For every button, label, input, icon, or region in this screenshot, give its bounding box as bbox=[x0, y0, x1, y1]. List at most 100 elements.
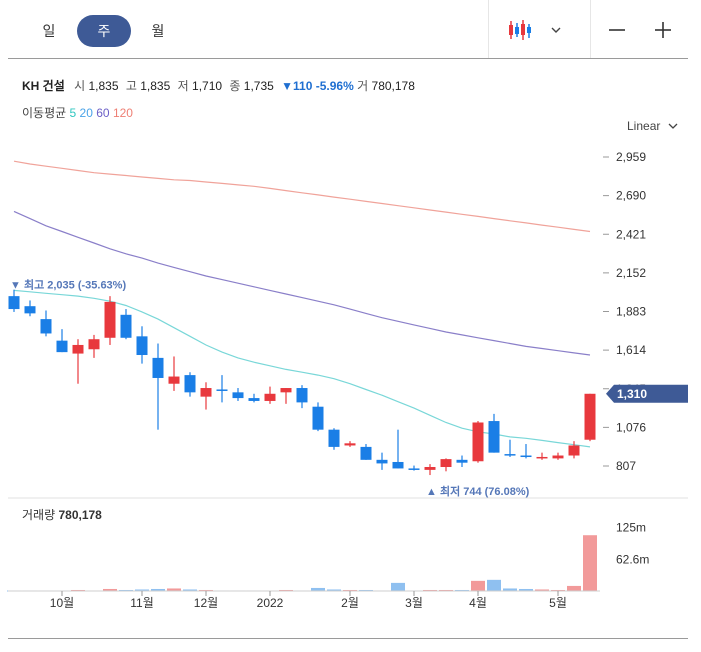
candle-body bbox=[312, 406, 324, 430]
high-label: 고 bbox=[125, 79, 137, 93]
volume-bar bbox=[135, 589, 149, 591]
chart-type-dropdown[interactable] bbox=[546, 14, 566, 46]
candle bbox=[408, 465, 420, 471]
current-price-tag bbox=[606, 384, 688, 403]
candle bbox=[536, 452, 548, 460]
ma-120-label: 120 bbox=[112, 106, 133, 120]
candle bbox=[264, 386, 276, 404]
y-tick-label: 2,690 bbox=[616, 189, 646, 203]
candle-body bbox=[8, 296, 20, 310]
change-value: 110 bbox=[293, 79, 313, 93]
volume-bar bbox=[423, 589, 437, 591]
volume-bar bbox=[407, 590, 421, 592]
candle-body bbox=[408, 468, 420, 470]
volume-bar bbox=[583, 535, 597, 591]
candle-body bbox=[216, 389, 228, 391]
volume-bar bbox=[295, 590, 309, 592]
ma-20-label: 20 bbox=[79, 106, 93, 120]
candle bbox=[376, 452, 388, 470]
candle-body bbox=[40, 319, 52, 334]
y-tick-label: 2,421 bbox=[616, 227, 646, 241]
candle-body bbox=[344, 443, 356, 446]
volume-label: 거 bbox=[357, 79, 369, 93]
candle-body bbox=[184, 375, 196, 393]
y-tick-label: 1,076 bbox=[616, 420, 646, 434]
current-price-label: 1,310 bbox=[617, 387, 647, 401]
volume-value: 780,178 bbox=[371, 79, 415, 93]
scale-selector[interactable]: Linear bbox=[627, 119, 678, 133]
candle bbox=[456, 455, 468, 468]
ma-60-line bbox=[13, 210, 591, 356]
candle bbox=[504, 439, 516, 457]
candle bbox=[328, 428, 340, 450]
zoom-out-button[interactable] bbox=[602, 14, 632, 46]
candle-body bbox=[456, 459, 468, 463]
volume-tick-label: 125m bbox=[616, 521, 646, 535]
candle bbox=[8, 289, 20, 312]
x-tick-label: 11월 bbox=[130, 596, 154, 610]
candle-body bbox=[152, 357, 164, 378]
volume-bar bbox=[183, 589, 197, 591]
candle bbox=[136, 326, 148, 364]
chart-type-button[interactable] bbox=[500, 14, 540, 46]
candle-body bbox=[552, 455, 564, 459]
candle-body bbox=[376, 459, 388, 464]
y-tick-label: 807 bbox=[616, 459, 636, 473]
volume-bar bbox=[439, 589, 453, 591]
toolbar: 일 주 월 bbox=[8, 0, 688, 59]
candle bbox=[88, 334, 100, 358]
tab-monthly[interactable]: 월 bbox=[151, 23, 165, 39]
candlestick-icon bbox=[509, 19, 531, 40]
volume-bar bbox=[167, 588, 181, 591]
volume-tick-label: 62.6m bbox=[616, 552, 649, 566]
change-percent: -5.96% bbox=[315, 79, 354, 93]
candle-body bbox=[136, 336, 148, 356]
chevron-down-icon bbox=[668, 123, 678, 129]
candle bbox=[120, 309, 132, 340]
volume-current: 780,178 bbox=[58, 508, 102, 522]
candle-body bbox=[328, 429, 340, 447]
candle-body bbox=[360, 446, 372, 460]
close-value: 1,735 bbox=[243, 79, 274, 93]
x-tick-label: 12월 bbox=[194, 596, 218, 610]
stock-name: KH 건설 bbox=[22, 79, 65, 93]
candle-body bbox=[24, 306, 36, 314]
low-value: 1,710 bbox=[192, 79, 223, 93]
candle-body bbox=[520, 455, 532, 458]
open-label: 시 bbox=[74, 79, 86, 93]
toolbar-divider bbox=[488, 0, 489, 58]
volume-bar bbox=[359, 589, 373, 591]
volume-bar bbox=[7, 590, 21, 592]
scale-label: Linear bbox=[627, 119, 661, 133]
ma-60-label: 60 bbox=[96, 106, 110, 120]
candle bbox=[280, 388, 292, 404]
candle-body bbox=[472, 422, 484, 462]
candle bbox=[520, 444, 532, 459]
volume-bar bbox=[567, 585, 581, 591]
candle bbox=[56, 329, 68, 353]
candle-body bbox=[584, 393, 596, 440]
plus-icon bbox=[655, 21, 671, 38]
x-tick-label: 5월 bbox=[549, 596, 567, 610]
candle-body bbox=[120, 314, 132, 338]
candle bbox=[232, 388, 244, 401]
volume-bar bbox=[519, 588, 533, 591]
candle-body bbox=[568, 445, 580, 456]
change-arrow: ▼ bbox=[281, 79, 294, 93]
candle bbox=[552, 452, 564, 460]
candle bbox=[440, 458, 452, 472]
candle bbox=[24, 300, 36, 317]
y-tick-label: 2,152 bbox=[616, 266, 646, 280]
y-tick-label: 2,959 bbox=[616, 150, 646, 164]
candle-body bbox=[56, 340, 68, 353]
tab-weekly[interactable]: 주 bbox=[77, 15, 131, 47]
candle-body bbox=[232, 392, 244, 399]
volume-bar bbox=[327, 589, 341, 591]
volume-bar bbox=[279, 589, 293, 591]
volume-bar bbox=[199, 589, 213, 591]
tab-daily[interactable]: 일 bbox=[42, 23, 56, 39]
candle bbox=[184, 372, 196, 397]
candle-body bbox=[280, 388, 292, 393]
zoom-in-button[interactable] bbox=[648, 14, 678, 46]
